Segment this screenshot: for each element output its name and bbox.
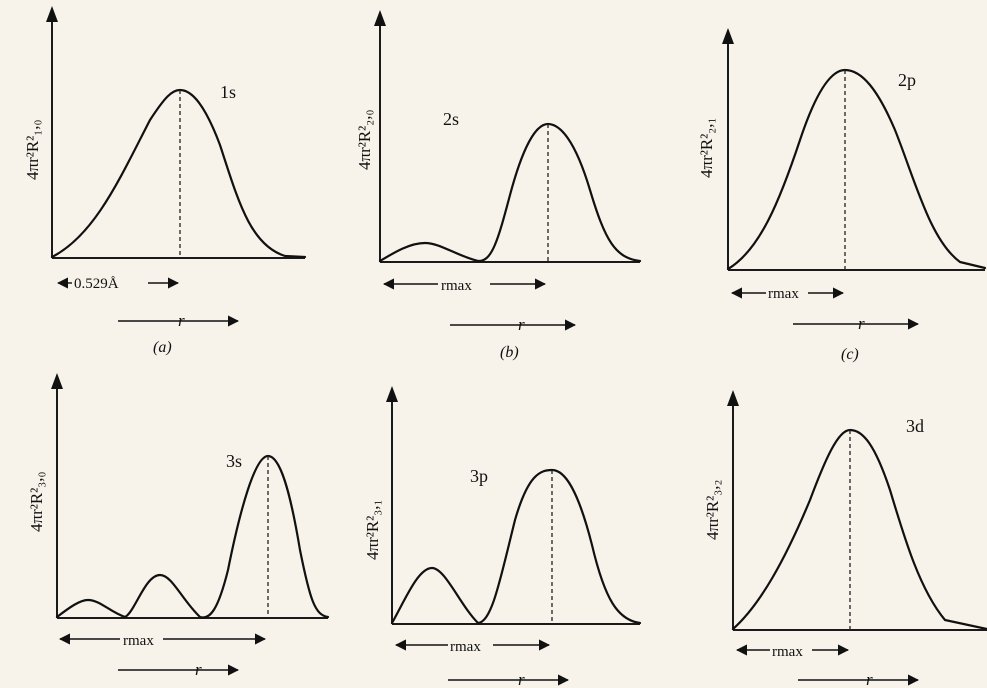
orbital-label: 3d — [906, 416, 924, 436]
r-annotation: rmax — [768, 286, 799, 302]
orbital-label: 2p — [898, 70, 916, 90]
x-axis-label: r — [858, 314, 865, 333]
y-axis-label: 4πr²R²₂,₀ — [355, 110, 374, 170]
y-axis-label: 4πr²R²₃,₁ — [363, 500, 382, 560]
y-axis-arrow — [722, 28, 734, 44]
panel-1s: 1s 4πr²R²₁,₀ 0.529Å r (a) — [23, 6, 307, 356]
curve-3s — [55, 454, 330, 619]
r-annotation: rmax — [450, 639, 481, 655]
x-axis-label: r — [518, 670, 525, 688]
panel-caption: (b) — [500, 344, 519, 361]
panel-3p: 3p 4πr²R²₃,₁ rmax r — [363, 386, 642, 688]
curve-2s — [378, 122, 642, 263]
panel-2p: 2p 4πr²R²₂,₁ rmax r (c) — [697, 28, 987, 363]
y-axis-arrow — [727, 390, 739, 406]
panel-caption: (a) — [153, 339, 172, 356]
y-axis-label: 4πr²R²₃,₂ — [703, 480, 722, 540]
x-axis-label: r — [178, 311, 185, 330]
y-axis-arrow — [46, 6, 58, 22]
curve-2p — [726, 68, 987, 271]
y-axis-label: 4πr²R²₂,₁ — [697, 118, 716, 178]
panel-3s: 3s 4πr²R²₃,₀ rmax r — [27, 373, 330, 679]
curve-1s — [50, 88, 307, 259]
orbital-label: 3s — [226, 451, 242, 471]
y-axis-arrow — [374, 10, 386, 26]
y-axis-arrow — [51, 373, 63, 389]
curve-3p — [390, 468, 642, 625]
x-axis-label: r — [195, 660, 202, 679]
x-axis-label: r — [866, 670, 873, 688]
r-annotation: rmax — [123, 633, 154, 649]
r-annotation: rmax — [772, 644, 803, 660]
y-axis-arrow — [386, 386, 398, 402]
orbital-label: 2s — [443, 109, 459, 129]
orbital-label: 3p — [470, 466, 488, 486]
curve-3d — [731, 428, 987, 631]
panel-3d: 3d 4πr²R²₃,₂ rmax r — [703, 390, 987, 688]
panel-2s: 2s 4πr²R²₂,₀ rmax r (b) — [355, 10, 642, 361]
y-axis-label: 4πr²R²₃,₀ — [27, 472, 46, 532]
r-annotation: rmax — [441, 278, 472, 294]
r-annotation: 0.529Å — [74, 276, 119, 292]
y-axis-label: 4πr²R²₁,₀ — [23, 120, 42, 180]
panel-caption: (c) — [841, 346, 859, 363]
orbital-label: 1s — [220, 82, 236, 102]
x-axis-label: r — [518, 315, 525, 334]
